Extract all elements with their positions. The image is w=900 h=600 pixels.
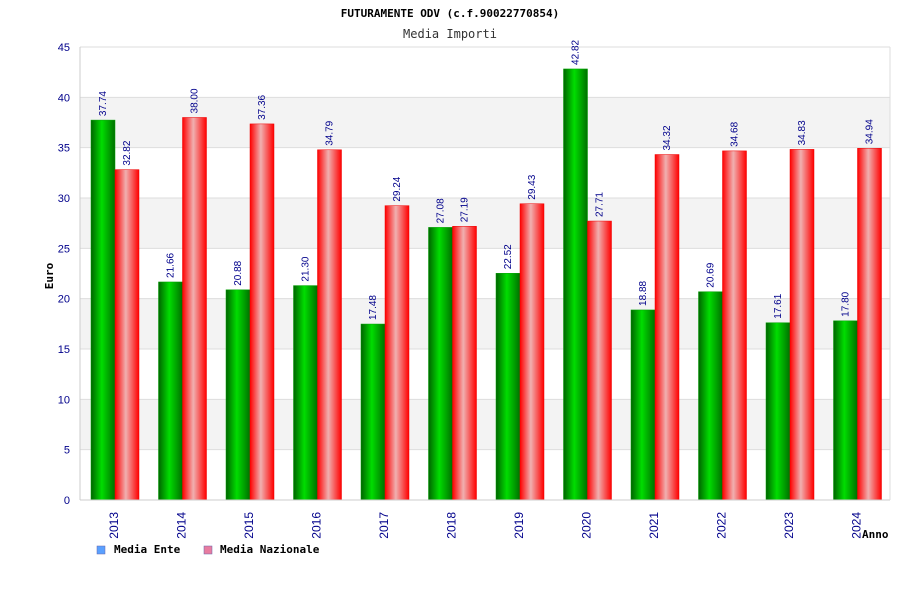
bar-media-ente — [833, 320, 858, 501]
y-tick-label: 0 — [64, 495, 70, 507]
data-label-media-nazionale: 34.32 — [662, 125, 673, 150]
x-tick-label: 2020 — [580, 512, 594, 539]
bar-media-ente — [563, 68, 588, 501]
bar-media-nazionale — [722, 150, 747, 501]
data-label-media-ente: 17.48 — [368, 295, 379, 320]
data-label-media-ente: 27.08 — [436, 198, 447, 223]
data-label-media-ente: 21.66 — [166, 252, 177, 277]
grid-band — [80, 97, 890, 148]
data-label-media-ente: 20.88 — [233, 260, 244, 285]
y-tick-label: 5 — [64, 445, 70, 457]
x-tick-label: 2021 — [647, 512, 661, 539]
x-tick-label: 2023 — [782, 512, 796, 539]
data-label-media-nazionale: 29.43 — [527, 174, 538, 199]
bar-media-nazionale — [384, 205, 410, 501]
x-tick-label: 2018 — [445, 512, 459, 539]
bar-media-nazionale — [452, 226, 477, 501]
axes: 0 5 10 15 20 25 30 35 40 45 2013 2014 2015 2016 2017 20… — [58, 42, 891, 539]
bar-media-nazionale — [317, 149, 342, 501]
bar-media-ente — [225, 289, 251, 501]
data-label-media-nazionale: 32.82 — [122, 140, 133, 165]
y-tick-label: 30 — [58, 193, 70, 205]
data-label-media-nazionale: 27.19 — [460, 197, 471, 222]
value-labels: 37.74 32.82 21.66 38.00 20.88 37.36 21.30 34.79… — [98, 39, 876, 320]
bar-media-ente — [765, 322, 791, 501]
x-axis-label: Anno — [862, 528, 889, 541]
bar-media-ente — [428, 227, 453, 501]
grid — [80, 46, 890, 501]
x-tick-label: 2014 — [175, 512, 189, 539]
data-label-media-ente: 21.30 — [301, 256, 312, 281]
bar-media-nazionale — [114, 169, 140, 501]
chart-title: FUTURAMENTE ODV (c.f.90022770854) — [341, 7, 560, 20]
bar-media-ente — [293, 285, 318, 501]
data-label-media-ente: 18.88 — [638, 280, 649, 305]
y-axis-label: Euro — [43, 262, 56, 289]
data-label-media-ente: 20.69 — [706, 262, 717, 287]
x-tick-label: 2019 — [512, 512, 526, 539]
bar-media-nazionale — [857, 148, 882, 501]
data-label-media-ente: 42.82 — [571, 39, 582, 64]
data-label-media-ente: 22.52 — [503, 244, 514, 269]
data-label-media-ente: 17.80 — [841, 291, 852, 316]
legend-label-media-nazionale: Media Nazionale — [220, 543, 320, 556]
data-label-media-nazionale: 29.24 — [392, 176, 403, 201]
data-label-media-nazionale: 38.00 — [190, 88, 201, 113]
bar-media-ente — [360, 323, 386, 501]
y-tick-label: 25 — [58, 243, 70, 255]
y-tick-label: 40 — [58, 92, 70, 104]
chart-subtitle: Media Importi — [403, 27, 497, 41]
x-tick-label: 2024 — [850, 512, 864, 539]
data-label-media-nazionale: 34.79 — [325, 120, 336, 145]
bar-media-nazionale — [789, 149, 815, 501]
x-tick-label: 2022 — [715, 512, 729, 539]
bar-media-ente — [698, 291, 723, 501]
bar-media-nazionale — [249, 123, 275, 501]
bar-media-ente — [90, 119, 116, 501]
data-label-media-nazionale: 37.36 — [257, 94, 268, 119]
data-label-media-nazionale: 34.94 — [865, 119, 876, 144]
x-tick-label: 2016 — [310, 512, 324, 539]
bar-media-ente — [158, 281, 183, 501]
y-tick-label: 35 — [58, 143, 70, 155]
y-tick-label: 15 — [58, 344, 70, 356]
data-label-media-nazionale: 27.71 — [595, 192, 606, 217]
grid-band — [80, 399, 890, 450]
grid-band — [80, 298, 890, 349]
x-tick-label: 2017 — [377, 512, 391, 539]
bar-media-nazionale — [182, 117, 207, 501]
data-label-media-ente: 37.74 — [98, 91, 109, 116]
legend-swatch-media-ente — [96, 545, 106, 555]
bar-media-nazionale — [587, 220, 612, 501]
y-tick-label: 45 — [58, 42, 70, 54]
y-tick-label: 20 — [58, 294, 70, 306]
bar-media-ente — [630, 309, 656, 501]
y-tick-label: 10 — [58, 394, 70, 406]
x-tick-label: 2015 — [242, 512, 256, 539]
x-tick-label: 2013 — [107, 512, 121, 539]
legend-label-media-ente: Media Ente — [114, 543, 181, 556]
bars — [90, 68, 882, 501]
grid-band — [80, 198, 890, 249]
legend-swatch-media-nazionale — [203, 545, 213, 555]
data-label-media-nazionale: 34.68 — [730, 121, 741, 146]
data-label-media-ente: 17.61 — [773, 293, 784, 318]
bar-media-ente — [495, 273, 521, 501]
legend: Media Ente Media Nazionale — [96, 543, 320, 556]
data-label-media-nazionale: 34.83 — [797, 120, 808, 145]
bar-media-nazionale — [519, 203, 545, 501]
bar-media-nazionale — [654, 154, 680, 501]
